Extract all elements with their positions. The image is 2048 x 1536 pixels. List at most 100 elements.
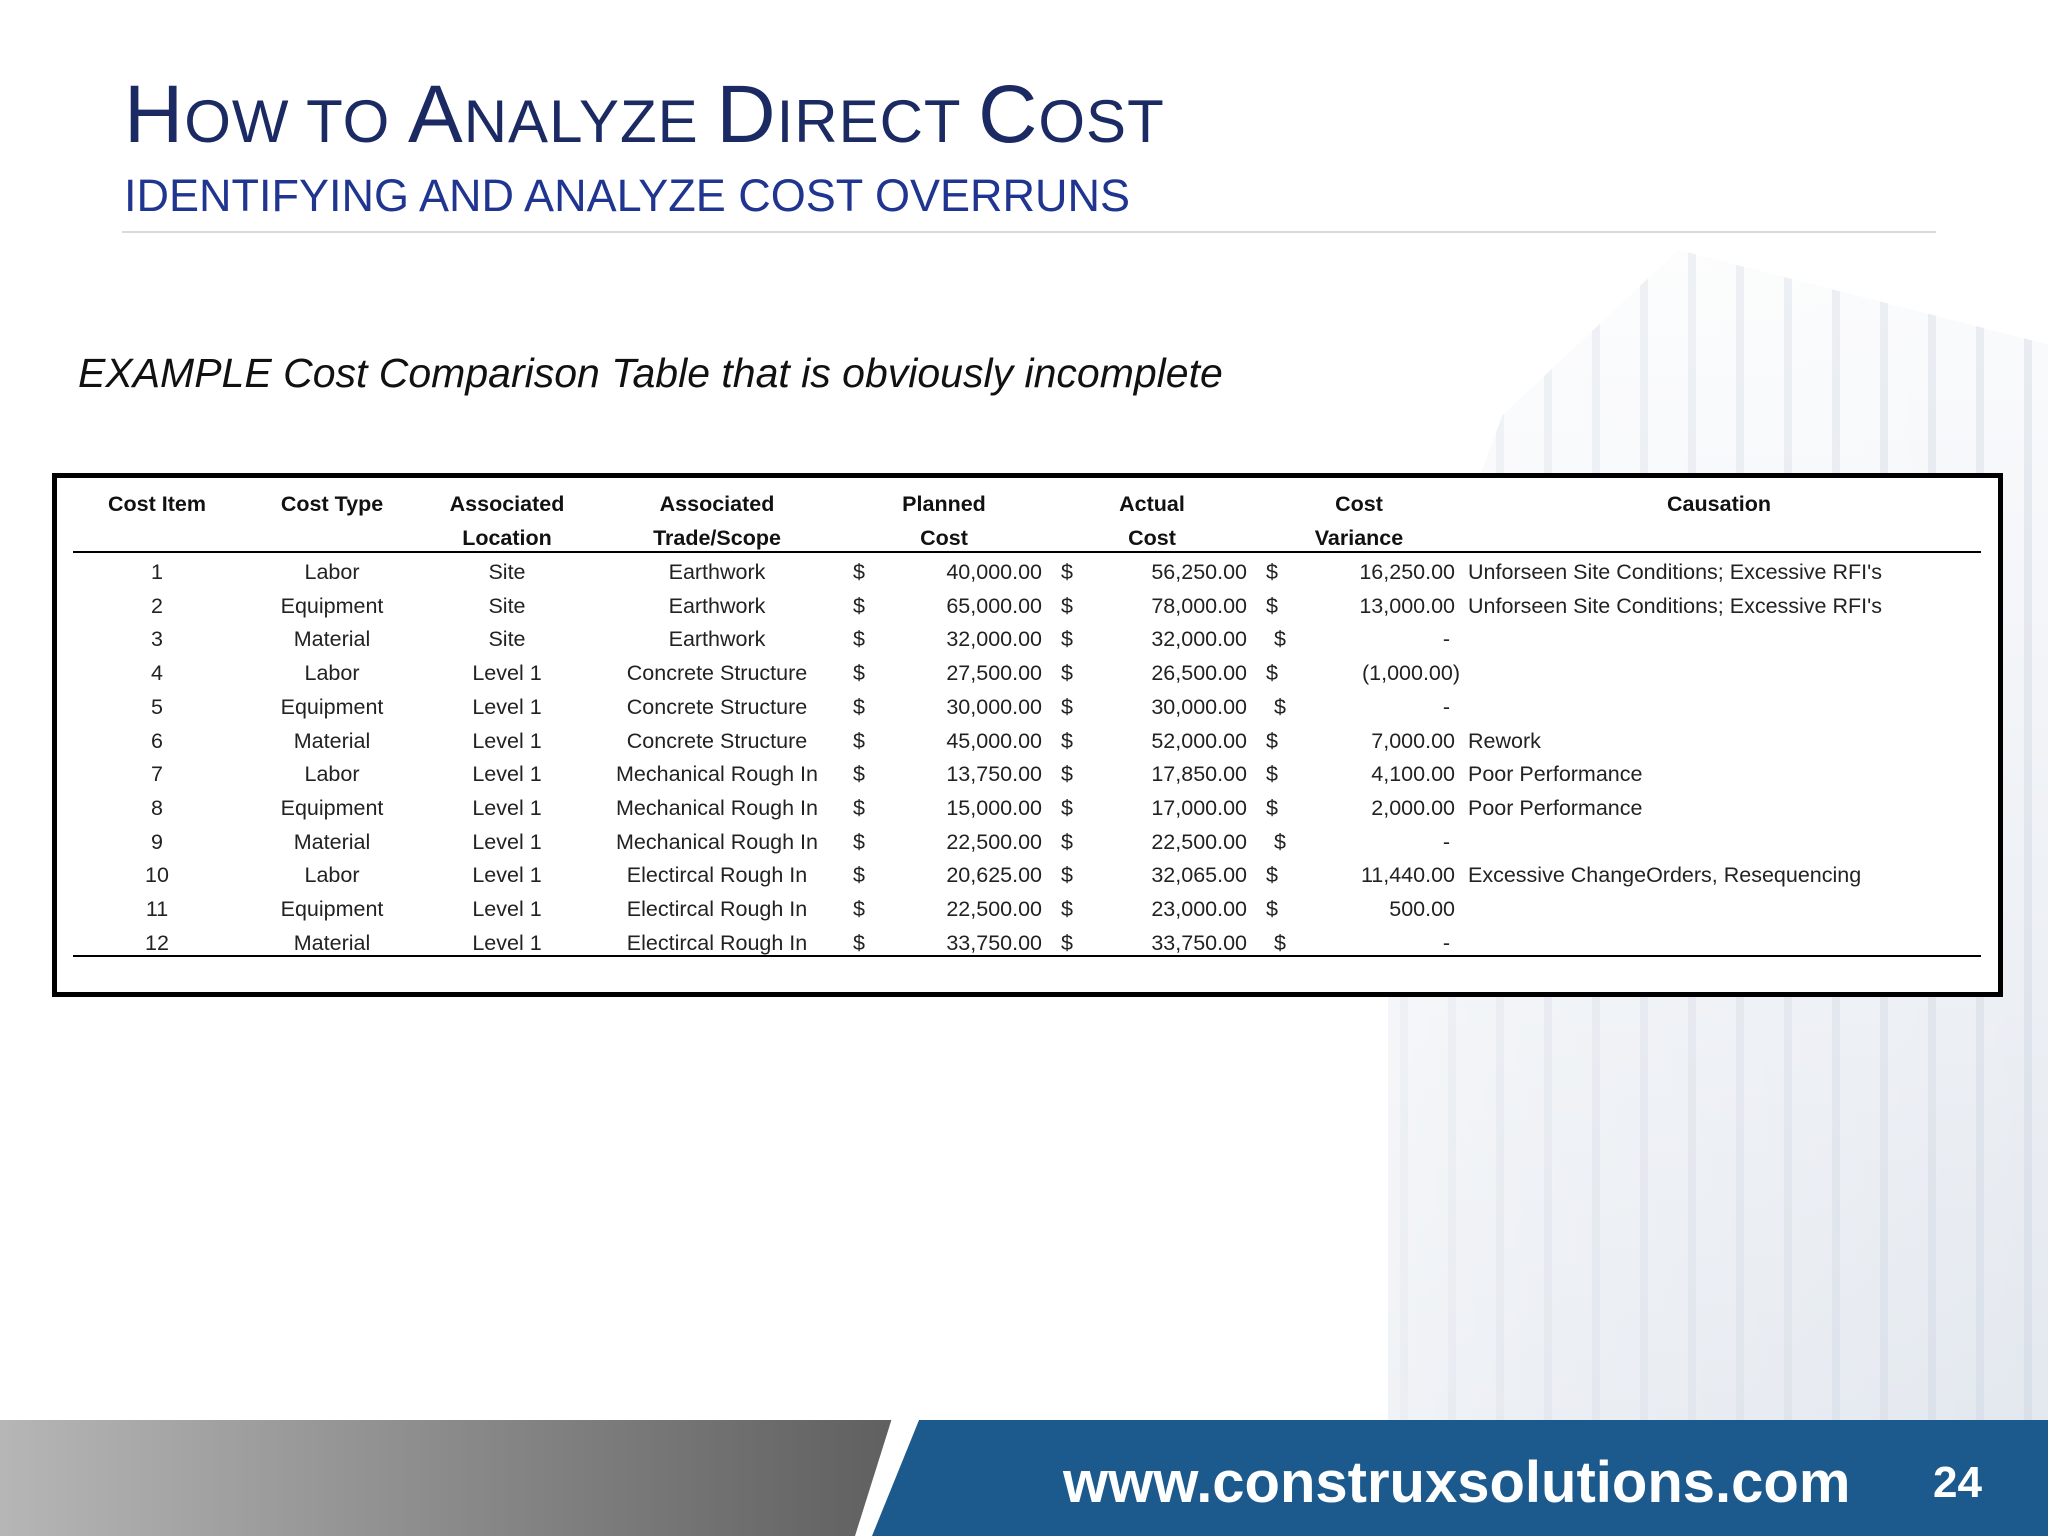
cell-cost-item: 1 [151, 560, 163, 584]
cell-actual-currency: $ [1061, 897, 1073, 921]
cell-planned-currency: $ [853, 762, 865, 787]
title-initial: C [978, 69, 1039, 160]
title-divider [122, 231, 1936, 233]
cell-actual-currency: $ [1061, 728, 1073, 753]
cell-cost-variance: 2,000.00 [1371, 795, 1455, 820]
title-rest: OST [1038, 88, 1165, 155]
cell-trade: Concrete Structure [626, 694, 808, 719]
cell-actual-currency: $ [1061, 863, 1073, 888]
header-trade: Associated [659, 492, 775, 516]
header-cost-item: Cost Item [108, 492, 206, 516]
cell-cost-variance: - [1442, 694, 1450, 719]
cell-cost-item: 8 [151, 795, 163, 820]
slide-subtitle: IDENTIFYING AND ANALYZE COST OVERRUNS [124, 170, 1131, 221]
cell-actual-cost: 22,500.00 [1151, 829, 1247, 854]
cell-cost-variance: 13,000.00 [1359, 593, 1455, 618]
cell-variance-currency: $ [1266, 863, 1278, 888]
cell-variance-currency: $ [1274, 829, 1286, 854]
title-rest: OW TO [184, 88, 409, 155]
cell-cost-item: 5 [151, 694, 163, 719]
cell-planned-cost: 22,500.00 [946, 897, 1042, 921]
cell-cost-type: Labor [304, 762, 360, 787]
cell-trade: Electircal Rough In [626, 930, 808, 955]
header-causation: Causation [1667, 492, 1771, 516]
cell-planned-cost: 40,000.00 [946, 560, 1042, 584]
cell-location: Site [488, 560, 526, 584]
cell-cost-type: Material [293, 728, 371, 753]
cell-variance-currency: $ [1274, 627, 1286, 652]
cell-variance-currency: $ [1266, 728, 1278, 753]
cell-actual-currency: $ [1061, 560, 1073, 584]
cell-cost-item: 3 [151, 627, 163, 652]
cell-cost-variance: 500.00 [1389, 897, 1455, 921]
cell-planned-cost: 27,500.00 [946, 661, 1042, 686]
cell-variance-currency: $ [1274, 930, 1286, 955]
cell-cost-item: 2 [151, 593, 163, 618]
cell-trade: Mechanical Rough In [616, 762, 818, 787]
header-location: Associated [449, 492, 565, 516]
cell-actual-currency: $ [1061, 762, 1073, 787]
cell-actual-cost: 17,850.00 [1151, 762, 1247, 787]
cell-cost-type: Material [293, 829, 371, 854]
cell-location: Site [488, 593, 526, 618]
title-initial: A [408, 69, 464, 160]
cell-planned-currency: $ [853, 694, 865, 719]
cell-cost-item: 11 [145, 897, 169, 921]
header-divider [73, 551, 1981, 553]
cell-planned-cost: 13,750.00 [946, 762, 1042, 787]
cell-cost-variance: 4,100.00 [1371, 762, 1455, 787]
cell-planned-currency: $ [853, 795, 865, 820]
footer-url[interactable]: www.construxsolutions.com [1063, 1450, 1851, 1515]
cell-location: Site [488, 627, 526, 652]
cell-actual-currency: $ [1061, 694, 1073, 719]
cell-planned-cost: 15,000.00 [946, 795, 1042, 820]
cell-cost-item: 7 [151, 762, 163, 787]
cost-comparison-table: Cost Item Cost Type Associated Location Asso… [52, 473, 2003, 997]
cell-planned-currency: $ [853, 897, 865, 921]
cell-cost-item: 4 [151, 661, 163, 686]
cell-planned-currency: $ [853, 593, 865, 618]
cell-actual-currency: $ [1061, 829, 1073, 854]
cell-actual-cost: 56,250.00 [1151, 560, 1247, 584]
cell-variance-currency: $ [1266, 560, 1278, 584]
cell-actual-currency: $ [1061, 930, 1073, 955]
title-initial: D [716, 69, 777, 160]
cell-planned-cost: 45,000.00 [946, 728, 1042, 753]
cell-cost-type: Equipment [280, 593, 384, 618]
cell-cost-type: Equipment [280, 694, 384, 719]
cell-planned-cost: 30,000.00 [946, 694, 1042, 719]
cell-cost-type: Labor [304, 560, 360, 584]
cell-planned-currency: $ [853, 829, 865, 854]
cell-actual-cost: 32,000.00 [1151, 627, 1247, 652]
cell-variance-currency: $ [1266, 795, 1278, 820]
cell-trade: Earthwork [668, 593, 766, 618]
cell-planned-cost: 22,500.00 [946, 829, 1042, 854]
cell-cost-variance: - [1442, 930, 1450, 955]
cell-cost-item: 6 [151, 728, 163, 753]
cell-cost-item: 12 [145, 930, 169, 955]
cell-location: Level 1 [472, 694, 542, 719]
cell-cost-type: Labor [304, 661, 360, 686]
cell-causation: Unforseen Site Conditions; Excessive RFI… [1468, 560, 1882, 584]
cell-location: Level 1 [472, 930, 542, 955]
slide-title: HOW TO ANALYZE DIRECT COST [124, 68, 1165, 162]
cell-causation: Poor Performance [1468, 795, 1643, 820]
cell-cost-type: Material [293, 930, 371, 955]
cell-variance-currency: $ [1266, 593, 1278, 618]
cell-causation: Rework [1468, 728, 1541, 753]
table-caption: EXAMPLE Cost Comparison Table that is ob… [78, 350, 1223, 396]
cell-actual-currency: $ [1061, 795, 1073, 820]
cell-cost-variance: (1,000.00) [1361, 661, 1460, 686]
cell-location: Level 1 [472, 863, 542, 888]
header-actual: Actual [1119, 492, 1185, 516]
cell-planned-currency: $ [853, 728, 865, 753]
cell-cost-item: 10 [145, 863, 169, 888]
title-initial: H [124, 69, 185, 160]
cell-cost-type: Equipment [280, 897, 384, 921]
cell-trade: Earthwork [668, 627, 766, 652]
header-cost-type: Cost Type [280, 492, 384, 516]
cell-planned-cost: 33,750.00 [946, 930, 1042, 955]
cell-planned-currency: $ [853, 863, 865, 888]
footer-blue-band [872, 1420, 2048, 1536]
cell-actual-cost: 32,065.00 [1151, 863, 1247, 888]
